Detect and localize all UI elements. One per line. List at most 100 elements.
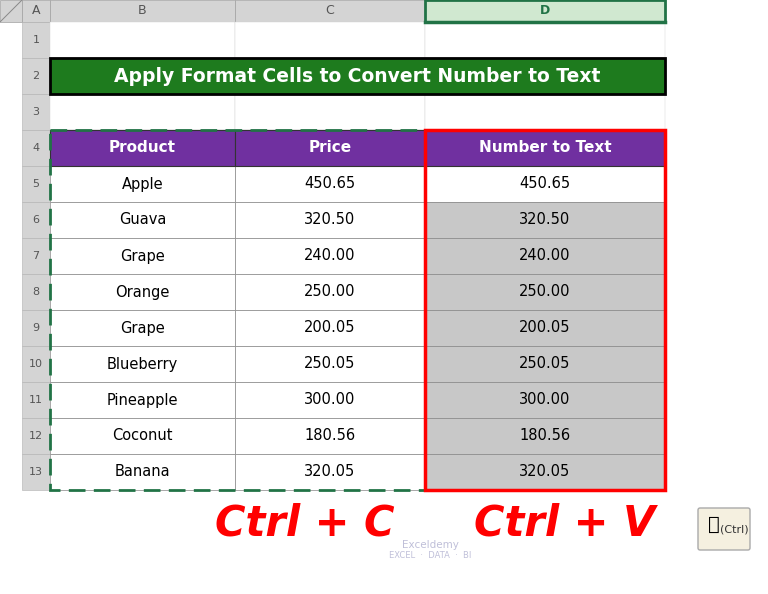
Text: EXCEL  ·  DATA  ·  BI: EXCEL · DATA · BI [389, 551, 472, 561]
Text: 1: 1 [32, 35, 39, 45]
Text: 320.05: 320.05 [519, 465, 571, 479]
Text: Ctrl + C: Ctrl + C [215, 503, 395, 545]
Bar [22, 346, 50, 382]
FancyBboxPatch shape [698, 508, 750, 550]
Text: 8: 8 [32, 287, 40, 297]
Bar [425, 202, 665, 238]
Bar [235, 238, 425, 274]
Bar [50, 346, 235, 382]
Bar [425, 454, 665, 490]
Bar [425, 238, 665, 274]
Bar [22, 202, 50, 238]
Bar [50, 310, 235, 346]
Bar [22, 310, 50, 346]
Bar [22, 238, 50, 274]
Bar [425, 202, 665, 238]
Bar [425, 310, 665, 346]
Text: 450.65: 450.65 [519, 176, 571, 191]
Text: 13: 13 [29, 467, 43, 477]
Bar [425, 310, 665, 346]
Bar [22, 166, 50, 202]
Text: Product: Product [109, 141, 176, 156]
Text: B: B [138, 5, 147, 17]
Text: 9: 9 [32, 323, 40, 333]
Bar [50, 166, 235, 202]
Bar [425, 418, 665, 454]
Bar [235, 94, 425, 130]
Text: 180.56: 180.56 [304, 428, 356, 444]
Bar [425, 130, 665, 166]
Text: 250.00: 250.00 [519, 285, 571, 299]
Text: 250.05: 250.05 [304, 356, 356, 371]
Bar [425, 382, 665, 418]
Text: 450.65: 450.65 [304, 176, 356, 191]
Bar [22, 274, 50, 310]
Text: Ctrl + V: Ctrl + V [475, 503, 656, 545]
Text: 250.05: 250.05 [519, 356, 571, 371]
Bar [425, 346, 665, 382]
Bar [425, 454, 665, 490]
Text: Grape: Grape [120, 248, 165, 264]
Bar [50, 58, 235, 94]
Bar [235, 202, 425, 238]
Bar [22, 22, 50, 58]
Bar [425, 274, 665, 310]
Text: Apply Format Cells to Convert Number to Text: Apply Format Cells to Convert Number to … [114, 67, 601, 86]
Text: 4: 4 [32, 143, 40, 153]
Text: 2: 2 [32, 71, 40, 81]
Bar [235, 22, 425, 58]
Bar [235, 166, 425, 202]
Bar [50, 310, 235, 346]
Bar [235, 130, 425, 166]
Bar [425, 382, 665, 418]
Bar [50, 454, 235, 490]
Text: Guava: Guava [119, 213, 166, 228]
Text: D: D [540, 5, 550, 17]
Bar [235, 454, 425, 490]
Text: 180.56: 180.56 [519, 428, 571, 444]
Bar [22, 418, 50, 454]
Text: A: A [31, 5, 40, 17]
Text: C: C [326, 5, 334, 17]
Text: Exceldemy: Exceldemy [402, 540, 458, 550]
Bar [50, 382, 235, 418]
Bar [50, 238, 235, 274]
Bar [50, 0, 235, 22]
Bar [50, 22, 235, 58]
Bar [50, 382, 235, 418]
Text: Grape: Grape [120, 321, 165, 336]
Text: 6: 6 [32, 215, 39, 225]
Bar [235, 310, 425, 346]
Bar [235, 382, 425, 418]
Bar [235, 166, 425, 202]
Bar [50, 202, 235, 238]
Bar [50, 274, 235, 310]
Text: 200.05: 200.05 [519, 321, 571, 336]
Bar [235, 454, 425, 490]
Text: 3: 3 [32, 107, 39, 117]
Bar [235, 418, 425, 454]
Bar [22, 58, 50, 94]
Text: Number to Text: Number to Text [478, 141, 611, 156]
Bar [425, 166, 665, 202]
Text: 240.00: 240.00 [304, 248, 356, 264]
Text: Blueberry: Blueberry [107, 356, 178, 371]
Bar [50, 58, 665, 94]
Bar [235, 238, 425, 274]
Text: 5: 5 [32, 179, 39, 189]
Bar [425, 418, 665, 454]
Text: 250.00: 250.00 [304, 285, 356, 299]
Text: 320.50: 320.50 [304, 213, 356, 228]
Bar [22, 130, 50, 166]
Bar [235, 130, 425, 166]
Text: 300.00: 300.00 [519, 393, 571, 407]
Bar [425, 22, 665, 58]
Text: Coconut: Coconut [112, 428, 173, 444]
Text: 200.05: 200.05 [304, 321, 356, 336]
Bar [22, 0, 50, 22]
Text: 240.00: 240.00 [519, 248, 571, 264]
Text: 320.50: 320.50 [519, 213, 571, 228]
Bar [425, 166, 665, 202]
Bar [235, 58, 425, 94]
Text: Banana: Banana [114, 465, 170, 479]
